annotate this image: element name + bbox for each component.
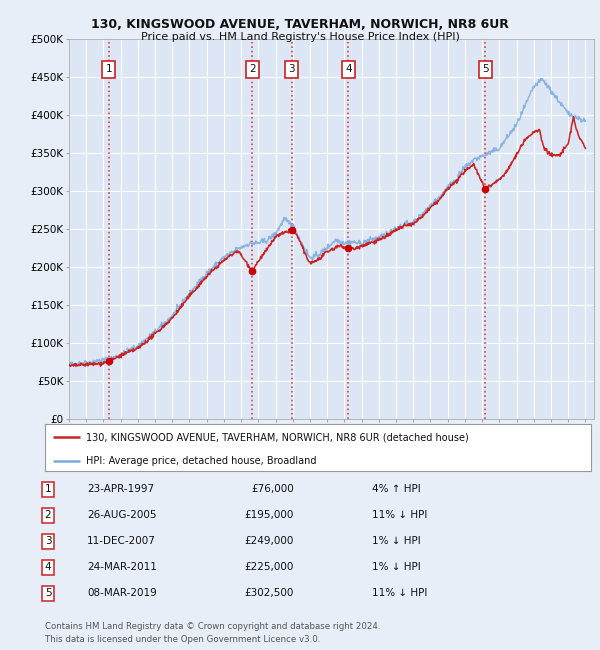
Text: 5: 5 xyxy=(482,64,488,74)
Text: 1: 1 xyxy=(106,64,112,74)
Text: 26-AUG-2005: 26-AUG-2005 xyxy=(87,510,157,521)
Text: 5: 5 xyxy=(44,588,52,599)
Text: £225,000: £225,000 xyxy=(245,562,294,573)
Text: 11% ↓ HPI: 11% ↓ HPI xyxy=(372,588,427,599)
Text: 23-APR-1997: 23-APR-1997 xyxy=(87,484,154,495)
Text: 08-MAR-2019: 08-MAR-2019 xyxy=(87,588,157,599)
Text: 11-DEC-2007: 11-DEC-2007 xyxy=(87,536,156,547)
Text: £195,000: £195,000 xyxy=(245,510,294,521)
Text: 1: 1 xyxy=(44,484,52,495)
Text: 24-MAR-2011: 24-MAR-2011 xyxy=(87,562,157,573)
Text: 3: 3 xyxy=(44,536,52,547)
Text: 2: 2 xyxy=(249,64,256,74)
Text: 130, KINGSWOOD AVENUE, TAVERHAM, NORWICH, NR8 6UR: 130, KINGSWOOD AVENUE, TAVERHAM, NORWICH… xyxy=(91,18,509,31)
Text: 4: 4 xyxy=(345,64,352,74)
Text: 3: 3 xyxy=(289,64,295,74)
Text: 4% ↑ HPI: 4% ↑ HPI xyxy=(372,484,421,495)
Text: £249,000: £249,000 xyxy=(245,536,294,547)
Text: £302,500: £302,500 xyxy=(245,588,294,599)
Text: Price paid vs. HM Land Registry's House Price Index (HPI): Price paid vs. HM Land Registry's House … xyxy=(140,32,460,42)
Text: Contains HM Land Registry data © Crown copyright and database right 2024.
This d: Contains HM Land Registry data © Crown c… xyxy=(45,622,380,644)
Text: £76,000: £76,000 xyxy=(251,484,294,495)
Text: HPI: Average price, detached house, Broadland: HPI: Average price, detached house, Broa… xyxy=(86,456,316,466)
Text: 130, KINGSWOOD AVENUE, TAVERHAM, NORWICH, NR8 6UR (detached house): 130, KINGSWOOD AVENUE, TAVERHAM, NORWICH… xyxy=(86,432,469,442)
Text: 1% ↓ HPI: 1% ↓ HPI xyxy=(372,536,421,547)
Text: 2: 2 xyxy=(44,510,52,521)
Text: 11% ↓ HPI: 11% ↓ HPI xyxy=(372,510,427,521)
Text: 1% ↓ HPI: 1% ↓ HPI xyxy=(372,562,421,573)
Text: 4: 4 xyxy=(44,562,52,573)
